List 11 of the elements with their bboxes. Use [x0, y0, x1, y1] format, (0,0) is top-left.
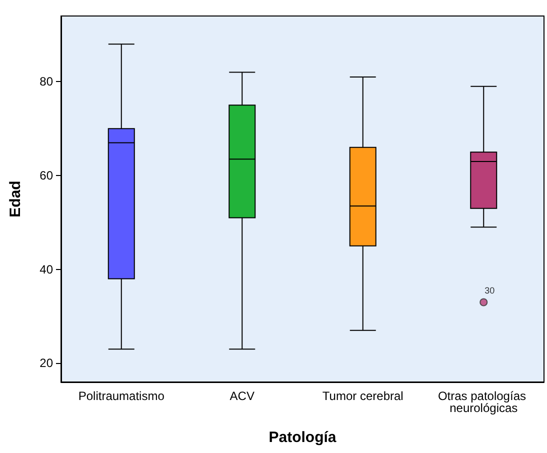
x-tick-label: Tumor cerebral: [322, 389, 404, 403]
annotation: 30: [484, 286, 495, 296]
y-axis-title: Edad: [7, 180, 24, 218]
x-axis-title: Patología: [268, 429, 337, 446]
y-tick-label: 40: [40, 262, 54, 276]
x-tick-label: ACV: [230, 389, 254, 403]
y-tick-label: 20: [40, 356, 54, 370]
x-tick-label: Otras patologías neurológicas: [438, 389, 530, 415]
y-tick-label: 80: [40, 74, 54, 89]
x-tick-label: Politraumatismo: [78, 389, 165, 403]
y-tick-label: 60: [40, 168, 54, 183]
